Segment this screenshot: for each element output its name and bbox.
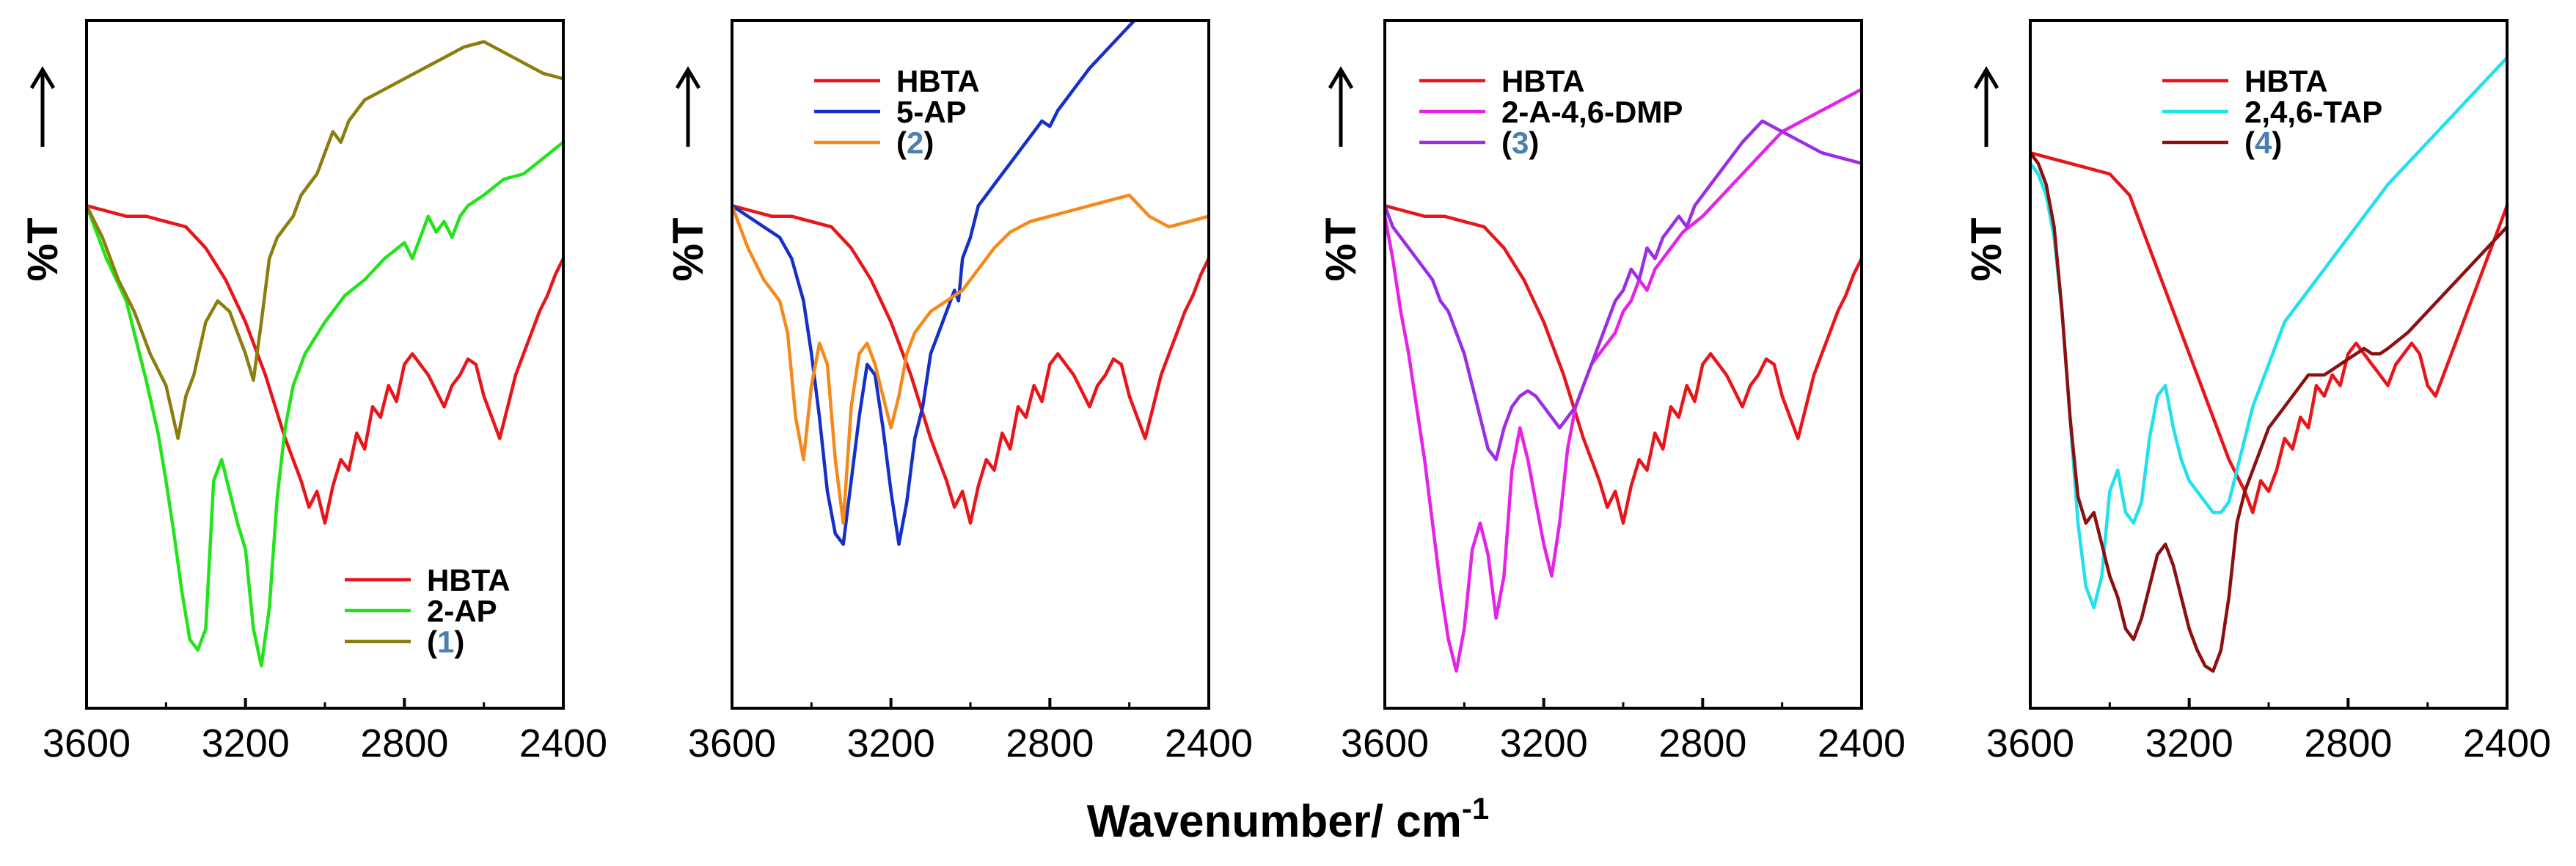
y-axis-label: %T xyxy=(1963,218,2010,282)
y-axis-label: %T xyxy=(665,218,712,282)
legend-entry-3: (3) xyxy=(1501,125,1539,160)
series-line-1 xyxy=(87,204,563,525)
series-line-2 xyxy=(87,141,563,668)
legend-entry-1: HBTA xyxy=(2244,64,2328,98)
legend-entry-1: HBTA xyxy=(1501,64,1585,98)
legend-entry-2: 5-AP xyxy=(896,95,967,129)
series-line-2 xyxy=(2030,56,2507,610)
x-tick-label: 3200 xyxy=(2145,721,2233,765)
x-tick-label: 2400 xyxy=(1818,721,1906,765)
legend-entry-2: 2-A-4,6-DMP xyxy=(1501,95,1683,129)
legend-entry-1: HBTA xyxy=(427,563,511,597)
legend-entry-1: HBTA xyxy=(896,64,980,98)
x-tick-label: 3600 xyxy=(1986,721,2074,765)
y-axis-label: %T xyxy=(1317,218,1365,282)
series-line-2 xyxy=(1385,87,1862,673)
x-tick-label: 2400 xyxy=(1165,721,1253,765)
x-tick-label: 3600 xyxy=(1341,721,1429,765)
x-tick-label: 3600 xyxy=(688,721,776,765)
x-tick-label: 2800 xyxy=(1006,721,1094,765)
series-line-1 xyxy=(1385,204,1862,525)
series-line-3 xyxy=(1385,119,1862,462)
x-tick-label: 2400 xyxy=(2463,721,2551,765)
up-arrow-icon xyxy=(675,66,701,90)
x-tick-label: 2800 xyxy=(2304,721,2392,765)
up-arrow-icon xyxy=(29,66,56,90)
x-tick-label: 3600 xyxy=(43,721,131,765)
legend-entry-3: (2) xyxy=(896,125,934,160)
x-axis-label: Wavenumber/ cm-1 xyxy=(1087,791,1489,847)
series-line-1 xyxy=(732,204,1209,525)
up-arrow-icon xyxy=(1328,66,1354,90)
series-line-3 xyxy=(87,40,563,440)
legend-entry-3: (1) xyxy=(427,625,464,659)
legend-entry-2: 2,4,6-TAP xyxy=(2244,95,2382,129)
legend-entry-2: 2-AP xyxy=(427,594,497,628)
x-tick-label: 2800 xyxy=(360,721,448,765)
x-tick-label: 2800 xyxy=(1658,721,1746,765)
x-tick-label: 3200 xyxy=(847,721,935,765)
series-line-3 xyxy=(2030,151,2507,673)
x-tick-label: 3200 xyxy=(202,721,290,765)
x-tick-label: 2400 xyxy=(519,721,607,765)
legend-entry-3: (4) xyxy=(2244,125,2282,160)
x-tick-label: 3200 xyxy=(1500,721,1588,765)
up-arrow-icon xyxy=(1973,66,1999,90)
y-axis-label: %T xyxy=(19,218,67,282)
plot-frame xyxy=(731,19,1210,710)
series-line-1 xyxy=(2030,151,2507,514)
series-line-3 xyxy=(732,193,1209,525)
series-line-2 xyxy=(732,21,1137,546)
